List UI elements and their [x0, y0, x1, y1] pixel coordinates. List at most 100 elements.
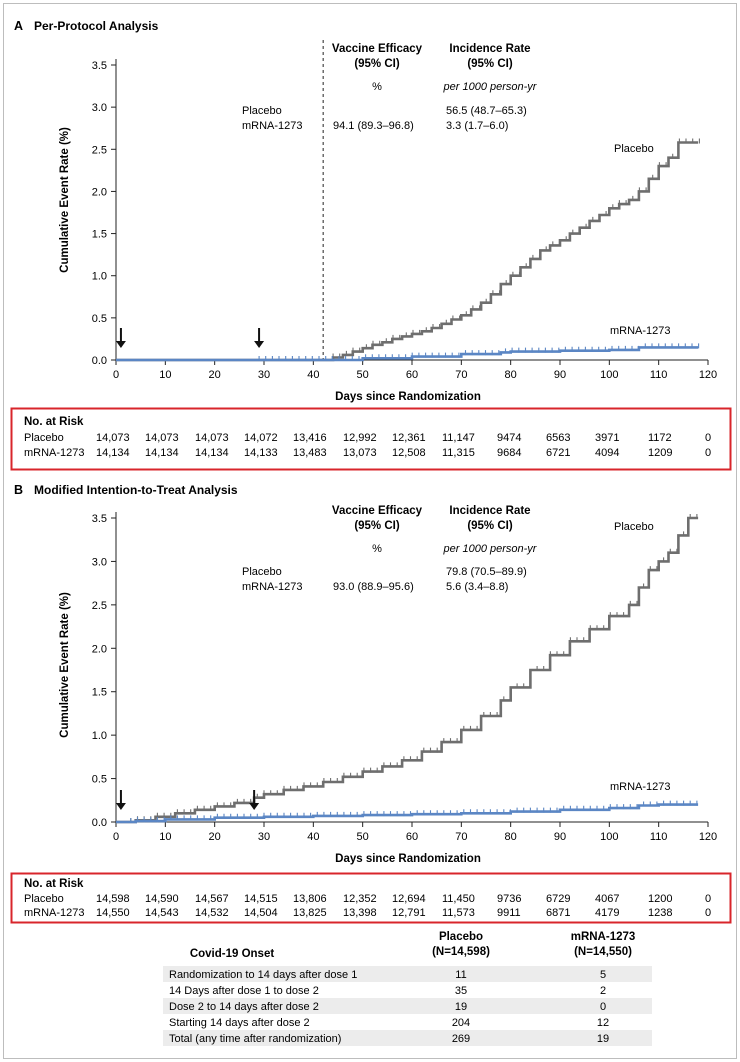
panel-a-ir-unit: per 1000 person-yr	[443, 81, 538, 93]
panel-b-row-vaccine-ve: 93.0 (88.9–95.6)	[333, 581, 414, 593]
panel-a-row-vaccine-ve: 94.1 (89.3–96.8)	[333, 120, 414, 132]
x-tick-label: 90	[554, 831, 566, 843]
x-tick-label: 0	[113, 369, 119, 381]
risk-value: 9474	[497, 432, 521, 444]
panel-b-risk-box	[10, 872, 732, 924]
x-tick-label: 60	[406, 369, 418, 381]
onset-row-label: Starting 14 days after dose 2	[169, 1017, 310, 1029]
x-tick-label: 0	[113, 831, 119, 843]
panel-b-axes: 0.0 0.5 1.0 1.5 2.0 2.5 3.0 3.5 0 10 20 30 40 50 60 70 8…	[92, 512, 717, 843]
risk-value: 14,550	[96, 907, 130, 919]
panel-b-ir-unit: per 1000 person-yr	[443, 543, 538, 555]
onset-row-shade	[163, 1030, 652, 1046]
dose-arrow-head	[115, 341, 126, 348]
panel-b-title: Modified Intention-to-Treat Analysis	[34, 483, 238, 497]
x-tick-label: 70	[455, 369, 467, 381]
onset-placebo-header-2: (N=14,598)	[432, 946, 490, 958]
panel-b-vaccine-curve-label: mRNA-1273	[610, 781, 671, 793]
risk-value: 14,073	[195, 432, 229, 444]
panel-b-annotations	[115, 514, 699, 824]
panel-b-row-placebo-ir: 79.8 (70.5–89.9)	[446, 566, 527, 578]
x-tick-label: 50	[357, 369, 369, 381]
panel-b-ve-header-1: Vaccine Efficacy	[332, 505, 423, 517]
onset-rows: Randomization to 14 days after dose 1 11 5…	[163, 966, 652, 1046]
risk-value: 14,134	[96, 447, 130, 459]
panel-b: B Modified Intention-to-Treat Analysis C…	[14, 483, 717, 865]
onset-row-shade	[163, 998, 652, 1014]
risk-value: 13,483	[293, 447, 327, 459]
panel-a: A Per-Protocol Analysis Cumulative Event…	[14, 19, 717, 403]
panel-a-axes: 0.0 0.5 1.0 1.5 2.0 2.5 3.0 3.5 0 10 20 30 40 50 60 70 8…	[92, 59, 717, 381]
panel-a-ve-header-1: Vaccine Efficacy	[332, 43, 423, 55]
x-tick-label: 110	[650, 369, 668, 381]
onset-row-placebo: 19	[455, 1001, 467, 1013]
panel-b-ir-header-2: (95% CI)	[467, 520, 513, 532]
y-tick-label: 2.5	[92, 600, 107, 612]
risk-value: 14,590	[145, 893, 179, 905]
x-tick-label: 70	[455, 831, 467, 843]
risk-value: 13,416	[293, 432, 327, 444]
panel-a-placebo-curve-label: Placebo	[614, 143, 654, 155]
panel-a-ylabel: Cumulative Event Rate (%)	[59, 127, 71, 273]
risk-value: 12,694	[392, 893, 426, 905]
x-tick-label: 100	[600, 369, 618, 381]
panel-b-placebo-curve-label: Placebo	[614, 521, 654, 533]
onset-row-label: 14 Days after dose 1 to dose 2	[169, 985, 319, 997]
y-tick-label: 0.5	[92, 313, 107, 325]
x-tick-label: 120	[699, 369, 717, 381]
risk-value: 9736	[497, 893, 521, 905]
risk-value: 1209	[648, 447, 672, 459]
risk-value: 13,073	[343, 447, 377, 459]
risk-value: 12,352	[343, 893, 377, 905]
risk-value: 1172	[648, 432, 672, 444]
onset-vaccine-header-1: mRNA-1273	[571, 931, 636, 943]
y-tick-label: 2.0	[92, 643, 107, 655]
y-tick-label: 3.0	[92, 556, 107, 568]
panel-a-row-vaccine-label: mRNA-1273	[242, 120, 303, 132]
onset-row-label: Dose 2 to 14 days after dose 2	[169, 1001, 319, 1013]
onset-row-label: Randomization to 14 days after dose 1	[169, 969, 357, 981]
x-tick-label: 100	[600, 831, 618, 843]
panel-b-ve-header-2: (95% CI)	[354, 520, 400, 532]
x-tick-label: 30	[258, 831, 270, 843]
risk-value: 14,072	[244, 432, 278, 444]
onset-row-vaccine: 5	[600, 969, 606, 981]
y-tick-label: 0.0	[92, 817, 107, 829]
risk-value: 14,598	[96, 893, 130, 905]
onset-title: Covid-19 Onset	[190, 948, 275, 960]
risk-value: 12,791	[392, 907, 426, 919]
onset-placebo-header-1: Placebo	[439, 931, 483, 943]
onset-row-vaccine: 0	[600, 1001, 606, 1013]
panel-a-risk-values: 14,073 14,073 14,073 14,072 13,416 12,992 12,3…	[96, 432, 711, 459]
risk-value: 0	[705, 432, 711, 444]
onset-row-placebo: 269	[452, 1033, 470, 1045]
panel-b-ylabel: Cumulative Event Rate (%)	[59, 592, 71, 738]
risk-value: 12,361	[392, 432, 426, 444]
panel-a-ir-header-2: (95% CI)	[467, 58, 513, 70]
onset-row-vaccine: 19	[597, 1033, 609, 1045]
panel-a-row-placebo-label: Placebo	[242, 105, 282, 117]
panel-a-ir-header-1: Incidence Rate	[449, 43, 530, 55]
risk-value: 13,825	[293, 907, 327, 919]
panel-a-xlabel: Days since Randomization	[335, 391, 481, 403]
panel-b-risk-values: 14,598 14,590 14,567 14,515 13,806 12,352 12,6…	[96, 893, 711, 919]
y-tick-label: 3.5	[92, 513, 107, 525]
panel-a-risk-box	[10, 407, 732, 471]
x-tick-label: 60	[406, 831, 418, 843]
risk-value: 4067	[595, 893, 619, 905]
risk-value: 6871	[546, 907, 570, 919]
panel-b-row-vaccine-label: mRNA-1273	[242, 581, 303, 593]
risk-value: 1238	[648, 907, 672, 919]
dose-arrow-head	[115, 803, 126, 810]
risk-value: 12,508	[392, 447, 426, 459]
panel-a-row-placebo-ir: 56.5 (48.7–65.3)	[446, 105, 527, 117]
risk-value: 14,504	[244, 907, 278, 919]
dose-arrow-head	[254, 341, 265, 348]
onset-vaccine-header-2: (N=14,550)	[574, 946, 632, 958]
risk-value: 11,450	[442, 893, 475, 905]
panel-a-annotations	[115, 40, 700, 362]
panel-a-letter: A	[14, 19, 23, 33]
dose-arrow-head	[249, 803, 260, 810]
risk-value: 14,532	[195, 907, 229, 919]
risk-value: 14,134	[195, 447, 229, 459]
